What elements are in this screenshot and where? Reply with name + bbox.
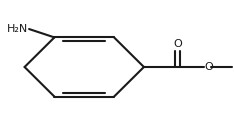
Text: O: O xyxy=(205,62,213,72)
Text: O: O xyxy=(173,39,182,49)
Text: H₂N: H₂N xyxy=(7,24,28,34)
